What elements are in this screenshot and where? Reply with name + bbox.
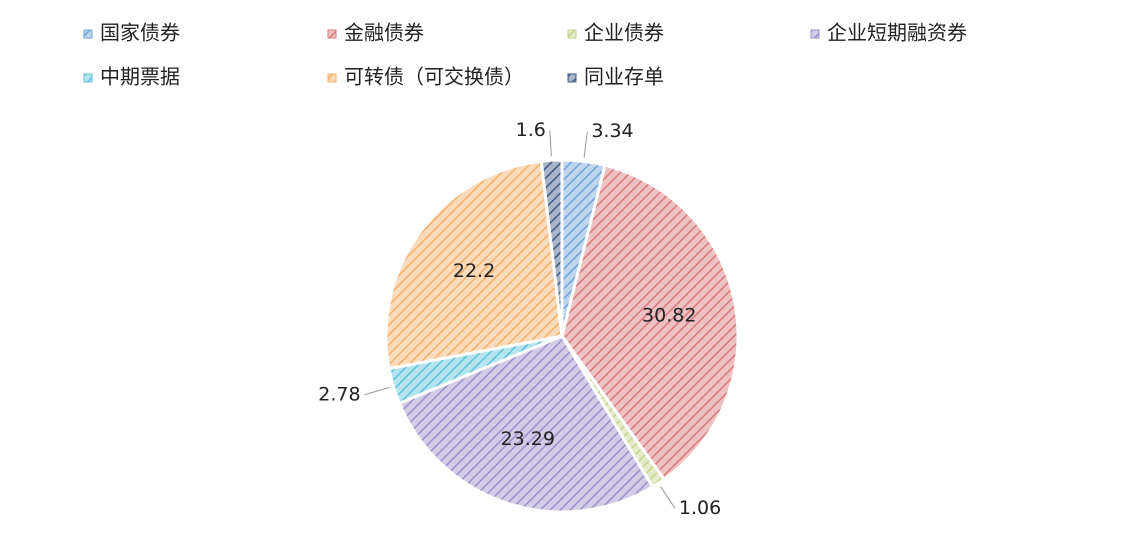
legend-swatch [327,29,337,39]
data-label: 22.2 [453,260,495,282]
legend-label: 中期票据 [100,65,180,89]
pie-slice [397,334,655,514]
data-label: 2.78 [318,383,360,405]
data-label: 30.82 [642,304,696,326]
data-label: 1.06 [679,497,721,519]
leader-line [549,130,552,157]
legend-swatch [810,29,820,39]
legend-label: 金融债券 [344,21,424,45]
legend-swatch [327,73,337,83]
data-label: 23.29 [501,428,555,450]
legend-swatch [567,29,577,39]
pie-slice [384,159,564,371]
legend-swatch [83,29,93,39]
legend-label: 可转债（可交换债） [344,65,524,89]
legend-swatch [83,73,93,83]
pie [384,158,740,514]
leader-line [660,486,676,509]
leader-line [583,131,588,158]
legend-label: 企业债券 [584,21,664,45]
pie-slice [539,158,564,337]
legend-label: 企业短期融资券 [827,21,967,45]
data-labels: 3.34 30.82 1.06 23.29 2.78 22.2 1.6 [318,119,721,519]
leader-line [364,386,390,396]
legend-swatch [567,73,577,83]
legend-label: 同业存单 [584,65,664,89]
data-label: 3.34 [591,120,633,142]
legend-label: 国家债券 [100,21,180,45]
pie-slice [560,163,740,482]
data-label: 1.6 [516,119,546,141]
